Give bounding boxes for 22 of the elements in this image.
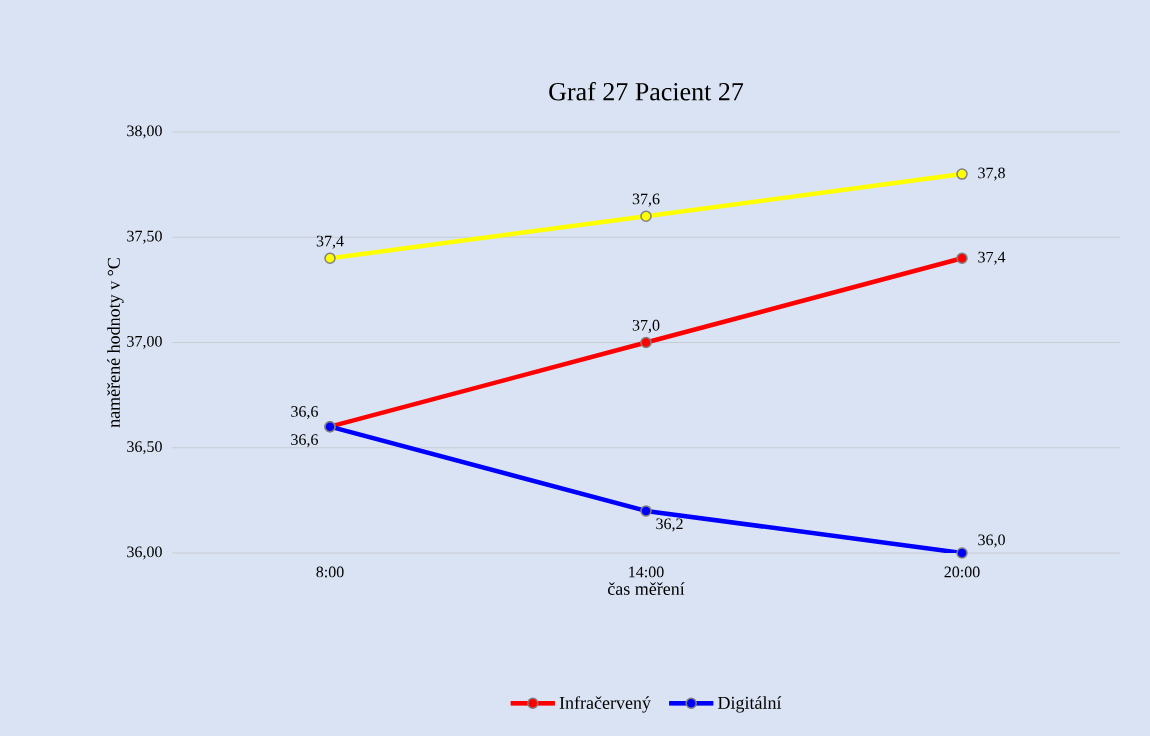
data-label: 36,2 xyxy=(656,518,683,532)
y-tick-label: 37,50 xyxy=(127,230,162,244)
legend-label: Infračervený xyxy=(559,696,651,713)
x-tick-label: 14:00 xyxy=(629,566,664,578)
x-axis-title: čas měření xyxy=(607,582,685,595)
chart-title: Graf 27 Pacient 27 xyxy=(549,81,744,101)
legend-label: Digitální xyxy=(717,696,782,713)
y-tick-label: 37,00 xyxy=(127,335,162,350)
x-tick-label: 20:00 xyxy=(944,566,980,578)
y-tick-label: 36,50 xyxy=(127,441,162,455)
data-label: 37,4 xyxy=(316,235,344,249)
y-tick-label: 36,00 xyxy=(127,546,162,560)
y-axis-title: naměřené hodnoty v °C xyxy=(107,258,124,428)
data-label: 36,0 xyxy=(978,534,1005,548)
data-label: 37,8 xyxy=(978,167,1005,181)
y-tick-label: 38,00 xyxy=(127,125,162,139)
data-label: 36,6 xyxy=(291,434,318,448)
x-tick-label: 8:00 xyxy=(316,566,344,578)
data-label: 37,4 xyxy=(978,251,1006,265)
data-label: 36,6 xyxy=(291,406,318,420)
data-label: 37,0 xyxy=(632,319,660,333)
data-label: 37,6 xyxy=(632,193,660,207)
